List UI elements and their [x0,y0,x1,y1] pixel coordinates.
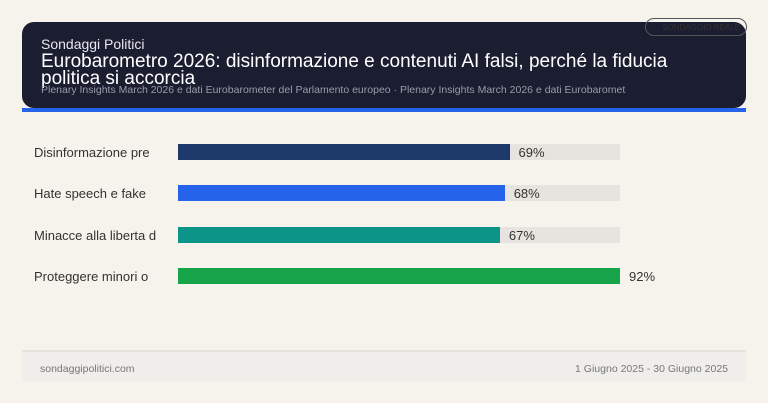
bar-row: Hate speech e fake 68% [0,185,768,203]
bar-track [178,185,620,201]
footer-source: sondaggipolitici.com [40,363,135,375]
bar [178,185,505,201]
bar-row: Disinformazione pre 69% [0,144,768,162]
value-label: 68% [513,186,540,201]
bar-track [178,268,620,284]
value-label: 69% [518,145,545,160]
brand-name: Sondaggi Politici [41,36,145,52]
category-label: Minacce alla liberta d [34,228,157,243]
accent-bar [22,108,746,112]
bar-track [178,144,620,160]
value-label: 67% [508,228,535,243]
subtitle: Plenary Insights March 2026 e dati Eurob… [41,84,626,96]
bar-track [178,227,620,243]
footer-date-range: 1 Giugno 2025 - 30 Giugno 2025 [575,363,728,375]
status-badge: SONDAGGIO REALE [645,18,747,36]
bar [178,227,500,243]
category-label: Hate speech e fake [34,186,147,201]
category-label: Disinformazione pre [34,145,150,160]
value-label: 92% [629,269,656,284]
bar-row: Proteggere minori o 92% [0,268,768,286]
footer: sondaggipolitici.com 1 Giugno 2025 - 30 … [22,350,746,382]
bar-row: Minacce alla liberta d 67% [0,227,768,245]
category-label: Proteggere minori o [34,269,149,284]
page-title: Eurobarometro 2026: disinformazione e co… [41,51,668,89]
bar [178,144,510,160]
bar [178,268,620,284]
header-card: Sondaggi Politici Eurobarometro 2026: di… [22,22,746,108]
